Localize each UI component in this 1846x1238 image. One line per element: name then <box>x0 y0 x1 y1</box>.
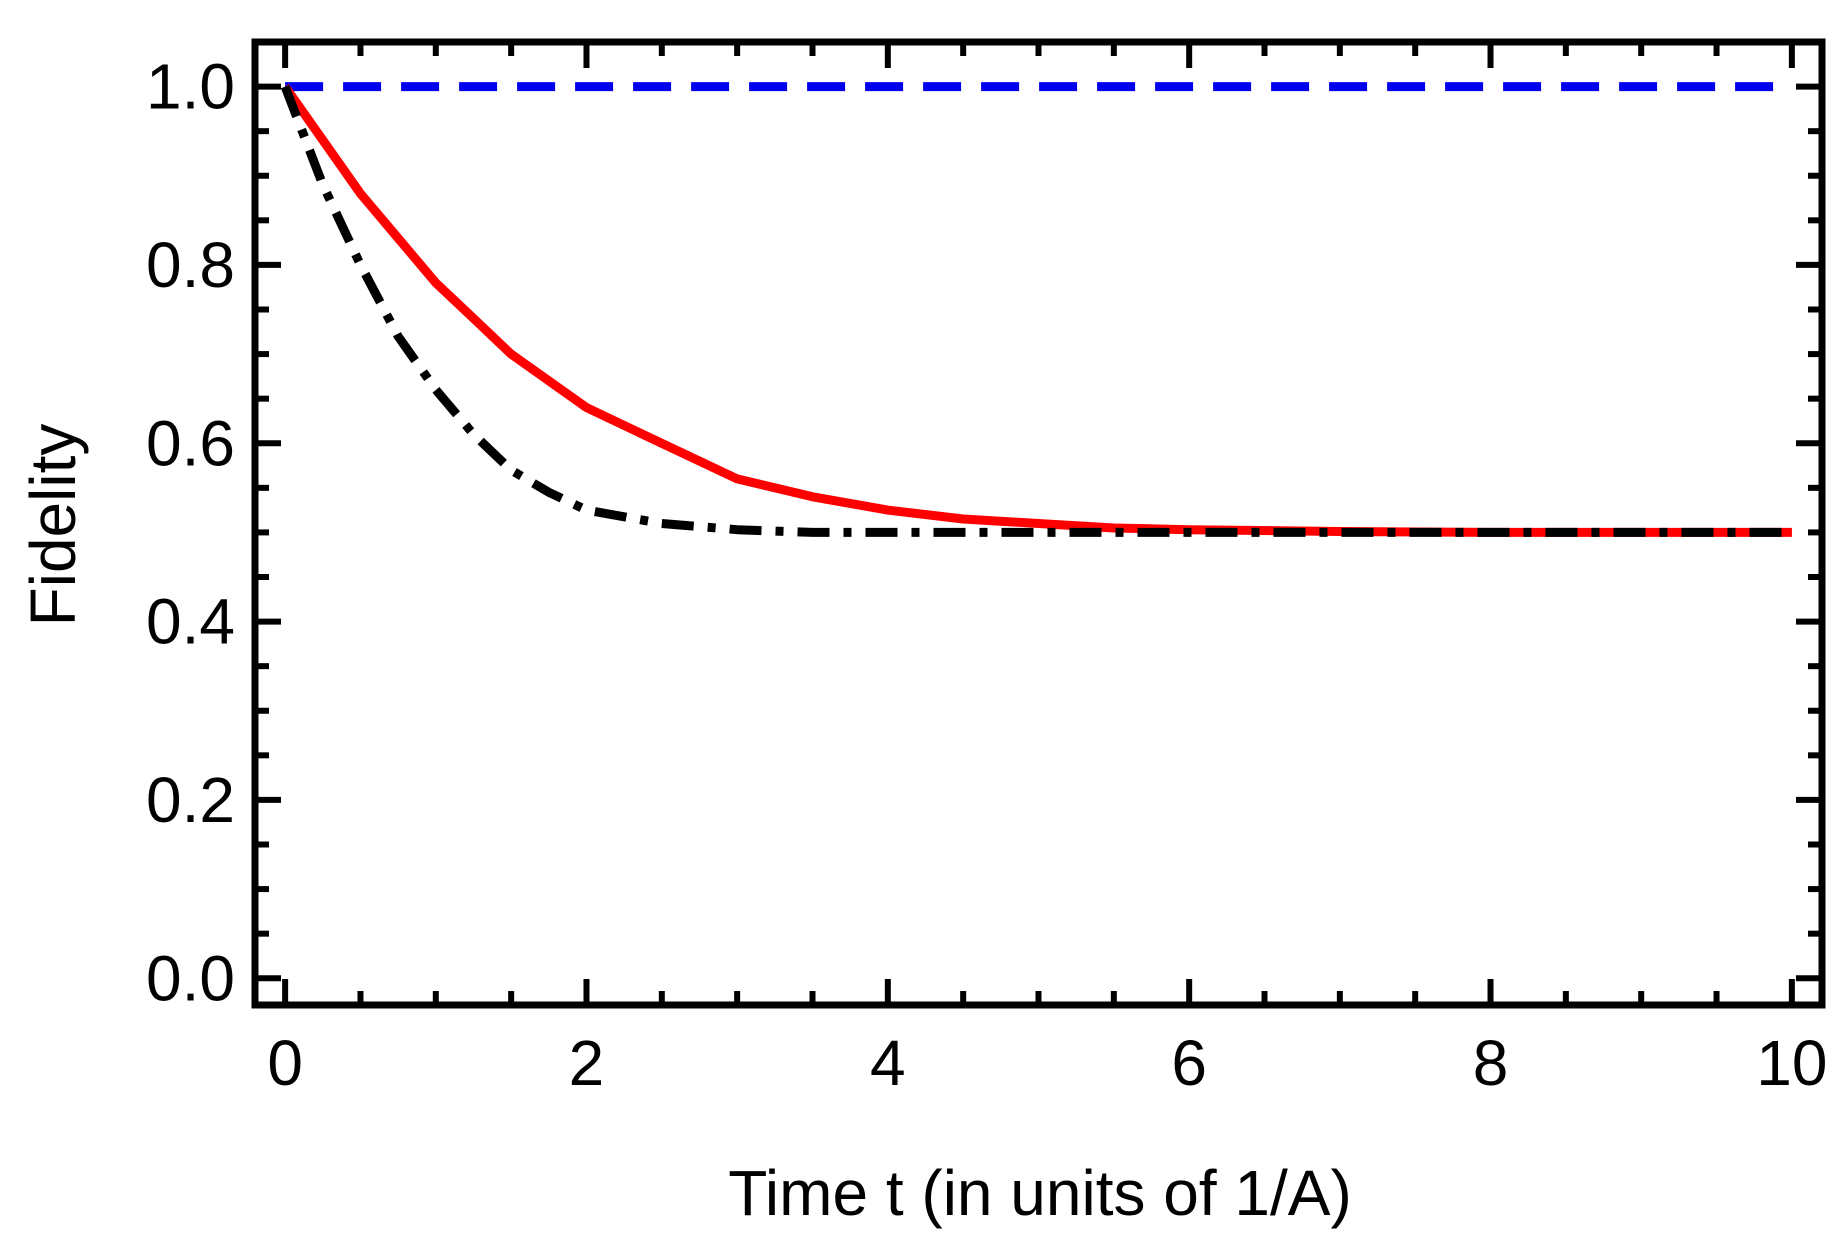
series-solid-line <box>281 84 1792 537</box>
y-tick-label: 0.0 <box>146 942 235 1014</box>
x-tick-labels: 0 2 4 6 8 10 <box>267 1027 1827 1099</box>
series-dashdot-line <box>280 84 1792 537</box>
x-axis-title: Time t (in units of 1/A) <box>728 1157 1352 1229</box>
y-tick-label: 0.8 <box>146 229 235 301</box>
y-tick-label: 1.0 <box>146 51 235 123</box>
y-axis-title: Fidelity <box>17 424 89 627</box>
y-tick-label: 0.6 <box>146 407 235 479</box>
x-tick-label: 2 <box>569 1027 605 1099</box>
x-tick-label: 4 <box>870 1027 906 1099</box>
x-tick-label: 0 <box>267 1027 303 1099</box>
tick-marks <box>255 42 1822 1005</box>
x-tick-label: 10 <box>1756 1027 1827 1099</box>
x-tick-label: 6 <box>1171 1027 1207 1099</box>
x-tick-label: 8 <box>1473 1027 1509 1099</box>
series-lines <box>280 82 1792 537</box>
y-tick-label: 0.2 <box>146 764 235 836</box>
y-tick-labels: 0.0 0.2 0.4 0.6 0.8 1.0 <box>146 51 235 1015</box>
y-tick-label: 0.4 <box>146 586 235 658</box>
